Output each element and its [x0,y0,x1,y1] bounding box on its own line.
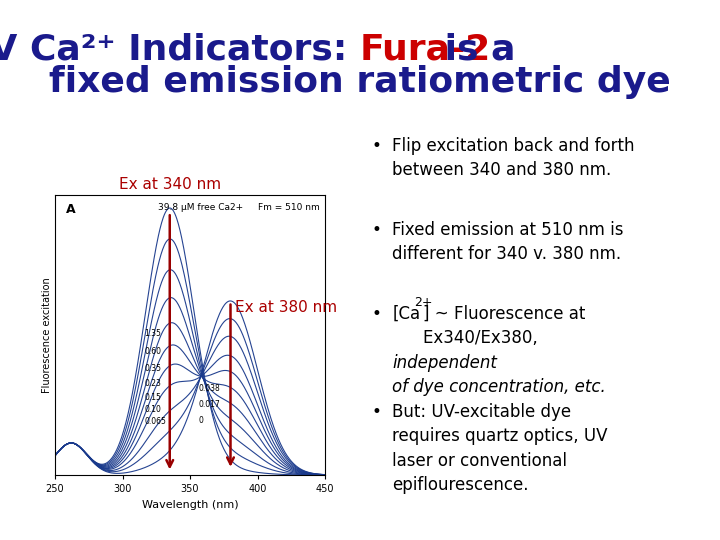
Text: 0.065: 0.065 [144,417,166,426]
Text: 0.35: 0.35 [144,364,161,373]
Text: 0.60: 0.60 [144,347,161,356]
Text: Ex at 380 nm: Ex at 380 nm [235,300,337,314]
Text: 2+: 2+ [414,296,433,309]
Text: 0.15: 0.15 [144,393,161,402]
Text: 0.038: 0.038 [198,384,220,393]
Text: is a: is a [432,33,516,67]
Text: Fixed emission at 510 nm is
different for 340 v. 380 nm.: Fixed emission at 510 nm is different fo… [392,221,624,264]
Text: 1.35: 1.35 [144,329,161,338]
Text: UV Ca²⁺ Indicators:: UV Ca²⁺ Indicators: [0,33,360,67]
Text: •: • [372,403,382,421]
Text: 39.8 μM free Ca2+: 39.8 μM free Ca2+ [158,204,243,212]
Text: A: A [66,204,76,217]
Text: Fura-2: Fura-2 [360,33,491,67]
Text: •: • [372,305,382,323]
Text: •: • [372,221,382,239]
Text: 0: 0 [198,416,203,426]
Text: fixed emission ratiometric dye: fixed emission ratiometric dye [49,65,671,99]
Text: 0.23: 0.23 [144,379,161,388]
Text: Flip excitation back and forth
between 340 and 380 nm.: Flip excitation back and forth between 3… [392,137,635,179]
Text: Fm = 510 nm: Fm = 510 nm [258,204,320,212]
X-axis label: Wavelength (nm): Wavelength (nm) [142,500,238,510]
Text: 0.10: 0.10 [144,404,161,414]
Text: ] ~ Fluorescence at
Ex340/Ex380,: ] ~ Fluorescence at Ex340/Ex380, [423,305,585,347]
Text: But: UV-excitable dye
requires quartz optics, UV
laser or conventional
epifloure: But: UV-excitable dye requires quartz op… [392,403,608,494]
Text: [Ca: [Ca [392,305,420,323]
Text: •: • [372,137,382,155]
Text: 0.017: 0.017 [198,400,220,409]
Y-axis label: Fluorescence excitation: Fluorescence excitation [42,277,53,393]
Text: Ex at 340 nm: Ex at 340 nm [119,177,221,192]
Text: independent
of dye concentration, etc.: independent of dye concentration, etc. [392,354,606,396]
